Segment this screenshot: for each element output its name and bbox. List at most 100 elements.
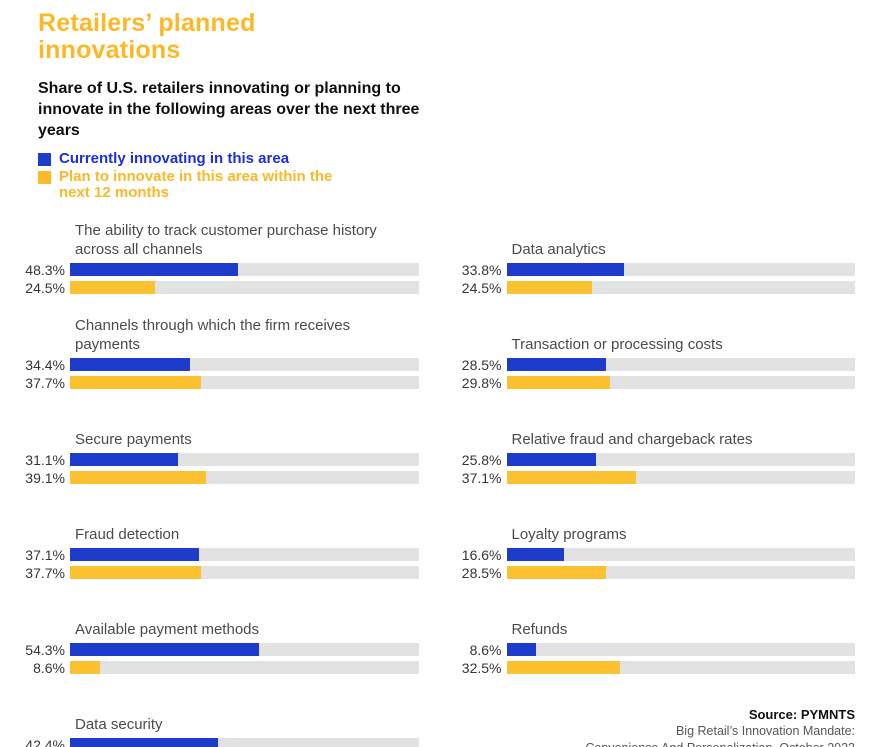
legend-swatch-current-icon xyxy=(38,153,51,166)
chart-subtitle: Share of U.S. retailers innovating or pl… xyxy=(38,80,420,139)
bar-row-current: 31.1% xyxy=(20,451,419,468)
bar-track xyxy=(506,358,855,371)
bar-fill-planned xyxy=(70,281,156,294)
bar-track xyxy=(70,661,419,674)
category-label: Data security xyxy=(75,716,163,733)
header: Retailers’ planned innovations Share of … xyxy=(20,10,855,201)
bar-value-planned: 37.7% xyxy=(25,564,65,581)
bar-fill-current xyxy=(70,358,190,371)
category-label: Relative fraud and chargeback rates xyxy=(511,431,753,448)
bar-row-planned: 39.1% xyxy=(20,469,419,486)
bar-row-current: 28.5% xyxy=(457,356,855,373)
bar-fill-planned xyxy=(506,566,606,579)
legend-item-current: Currently innovating in this area xyxy=(38,151,855,167)
bar-fill-current xyxy=(70,453,179,466)
chart-column-left: The ability to track customer purchase h… xyxy=(20,221,419,747)
bar-fill-planned xyxy=(506,376,611,389)
bar-fill-current xyxy=(70,263,239,276)
bar-row-planned: 28.5% xyxy=(457,564,855,581)
category-label: Loyalty programs xyxy=(511,526,627,543)
bar-fill-current xyxy=(506,358,606,371)
bar-fill-planned xyxy=(506,661,620,674)
bar-track xyxy=(506,281,855,294)
bar-fill-planned xyxy=(70,471,207,484)
category-label: Channels through which the firm receives… xyxy=(75,317,351,353)
legend-swatch-planned-icon xyxy=(38,171,51,184)
bar-value-current: 28.5% xyxy=(461,356,502,373)
source-line: Big Retail’s Innovation Mandate: xyxy=(675,724,855,738)
bar-row-current: 37.1% xyxy=(20,546,419,563)
bar-value-current: 42.4% xyxy=(25,736,65,747)
bar-value-current: 31.1% xyxy=(25,451,65,468)
bar-track xyxy=(70,358,419,371)
bar-track xyxy=(506,376,855,389)
bar-fill-current xyxy=(70,738,218,747)
bar-row-current: 54.3% xyxy=(20,641,419,658)
bar-fill-planned xyxy=(70,376,202,389)
bar-fill-planned xyxy=(70,566,202,579)
bar-value-planned: 39.1% xyxy=(25,469,65,486)
bar-value-current: 34.4% xyxy=(25,356,65,373)
bar-track xyxy=(506,643,855,656)
bar-value-current: 8.6% xyxy=(469,641,502,658)
bar-value-planned: 28.5% xyxy=(461,564,502,581)
bar-row-planned: 24.5% xyxy=(20,279,419,296)
bar-value-planned: 24.5% xyxy=(461,279,502,296)
bar-fill-current xyxy=(70,548,200,561)
bar-row-planned: 37.1% xyxy=(457,469,855,486)
category-label: Data analytics xyxy=(511,241,606,258)
bar-value-current: 48.3% xyxy=(25,261,65,278)
bar-value-current: 25.8% xyxy=(461,451,502,468)
chart-legend: Currently innovating in this area Plan t… xyxy=(38,151,855,201)
category-label: Secure payments xyxy=(75,431,192,448)
bar-row-current: 16.6% xyxy=(457,546,855,563)
bar-fill-planned xyxy=(506,471,636,484)
bar-value-planned: 37.7% xyxy=(25,374,65,391)
category-label: The ability to track customer purchase h… xyxy=(75,222,377,258)
category-label: Refunds xyxy=(511,621,568,638)
bar-track xyxy=(70,643,419,656)
chart-group: Secure payments 31.1% 39.1% xyxy=(20,411,419,489)
chart-group: The ability to track customer purchase h… xyxy=(20,221,419,299)
bar-row-planned: 37.7% xyxy=(20,564,419,581)
chart-group: Refunds 8.6% 32.5% xyxy=(457,601,855,679)
bar-row-current: 34.4% xyxy=(20,356,419,373)
bar-fill-current xyxy=(506,643,537,656)
bar-track xyxy=(506,661,855,674)
bar-track xyxy=(70,471,419,484)
bar-value-planned: 24.5% xyxy=(25,279,65,296)
bar-row-planned: 8.6% xyxy=(20,660,419,676)
legend-label-current: Currently innovating in this area xyxy=(59,150,290,167)
bar-value-planned: 32.5% xyxy=(461,659,502,676)
bar-track xyxy=(70,281,419,294)
bar-fill-planned xyxy=(506,281,592,294)
bar-row-current: 48.3% xyxy=(20,261,419,278)
bar-row-current: 8.6% xyxy=(457,641,855,658)
bar-value-planned: 37.1% xyxy=(461,469,502,486)
bar-track xyxy=(70,376,419,389)
bar-track xyxy=(70,548,419,561)
chart-group: Channels through which the firm receives… xyxy=(20,316,419,394)
bar-row-planned: 37.7% xyxy=(20,374,419,391)
category-label: Available payment methods xyxy=(75,621,259,638)
bar-value-current: 54.3% xyxy=(25,641,65,658)
bar-fill-current xyxy=(506,548,565,561)
bar-row-planned: 29.8% xyxy=(457,374,855,391)
chart-group: Fraud detection 37.1% 37.7% xyxy=(20,506,419,584)
bar-fill-current xyxy=(70,643,260,656)
page-title: Retailers’ planned innovations xyxy=(38,9,256,64)
chart-group: Data analytics 33.8% 24.5% xyxy=(457,221,855,299)
bar-track xyxy=(70,263,419,276)
chart-group: Available payment methods 54.3% 8.6% xyxy=(20,601,419,679)
bar-track xyxy=(506,548,855,561)
bar-fill-current xyxy=(506,263,625,276)
chart-group: Transaction or processing costs 28.5% 29.8… xyxy=(457,316,855,394)
bar-track xyxy=(70,453,419,466)
bar-value-current: 37.1% xyxy=(25,546,65,563)
bar-value-current: 16.6% xyxy=(461,546,502,563)
bar-row-planned: 24.5% xyxy=(457,279,855,296)
bar-value-planned: 29.8% xyxy=(461,374,502,391)
bar-fill-current xyxy=(506,453,597,466)
